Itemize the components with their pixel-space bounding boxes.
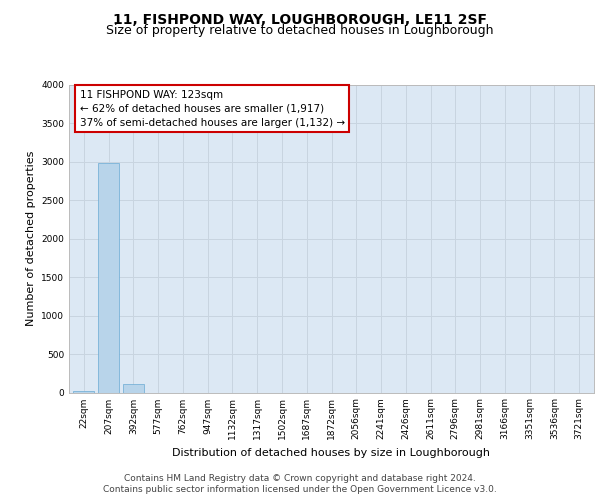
Text: 11 FISHPOND WAY: 123sqm
← 62% of detached houses are smaller (1,917)
37% of semi: 11 FISHPOND WAY: 123sqm ← 62% of detache… [79,90,344,128]
Bar [123,384,144,392]
Text: Contains HM Land Registry data © Crown copyright and database right 2024.: Contains HM Land Registry data © Crown c… [124,474,476,483]
Text: Contains public sector information licensed under the Open Government Licence v3: Contains public sector information licen… [103,485,497,494]
Y-axis label: Number of detached properties: Number of detached properties [26,151,35,326]
X-axis label: Distribution of detached houses by size in Loughborough: Distribution of detached houses by size … [173,448,491,458]
Bar [73,390,94,392]
Text: Size of property relative to detached houses in Loughborough: Size of property relative to detached ho… [106,24,494,37]
Text: 11, FISHPOND WAY, LOUGHBOROUGH, LE11 2SF: 11, FISHPOND WAY, LOUGHBOROUGH, LE11 2SF [113,12,487,26]
Bar [98,164,119,392]
